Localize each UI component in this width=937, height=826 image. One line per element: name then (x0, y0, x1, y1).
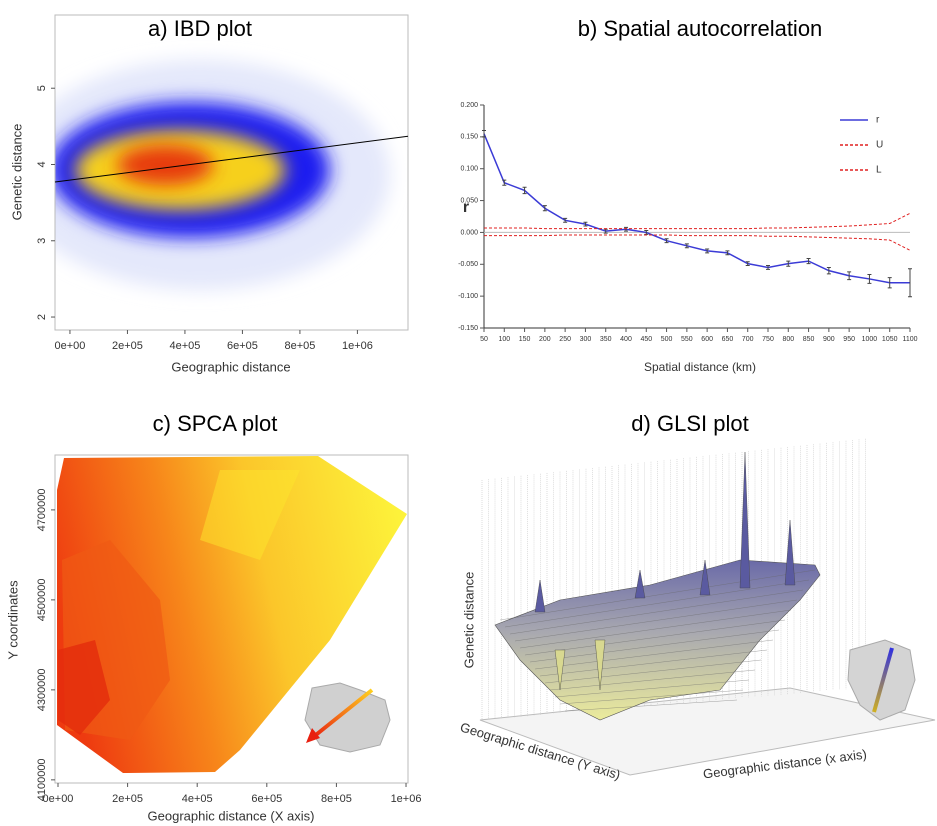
x-tick-label: 700 (742, 336, 754, 343)
x-tick-label: 8e+05 (284, 340, 315, 352)
x-tick-label: 4e+05 (169, 340, 200, 352)
x-tick-label: 4e+05 (182, 793, 213, 805)
y-axis-label: Genetic distance (9, 124, 24, 221)
y-tick-label: 3 (36, 238, 48, 244)
x-tick-label: 2e+05 (112, 793, 143, 805)
x-axis-label: Geographic distance (171, 359, 290, 374)
x-tick-label: 2e+05 (112, 340, 143, 352)
x-tick-label: 500 (661, 336, 673, 343)
legend-label: L (876, 165, 882, 176)
x-tick-label: 100 (498, 336, 510, 343)
y-axis-label: Y coordinates (5, 580, 20, 660)
x-tick-label: 400 (620, 336, 632, 343)
x-tick-label: 6e+05 (227, 340, 258, 352)
density-layer (10, 60, 390, 290)
legend-label: U (876, 140, 883, 151)
x-tick-label: 450 (640, 336, 652, 343)
surface-layer (480, 439, 935, 775)
y-tick-label: 0.150 (460, 134, 478, 141)
x-tick-label: 900 (823, 336, 835, 343)
x-tick-label: 0e+00 (54, 340, 85, 352)
y-tick-label: 2 (36, 314, 48, 320)
figure: a) IBD plot Geographic distance Genetic … (0, 0, 937, 826)
y-tick-label: -0.050 (458, 261, 478, 268)
x-tick-label: 850 (803, 336, 815, 343)
x-tick-label: 1e+06 (391, 793, 422, 805)
panel-title: a) IBD plot (148, 16, 252, 41)
series-line (484, 213, 910, 228)
panel-title: b) Spatial autocorrelation (578, 16, 823, 41)
panel-title: c) SPCA plot (153, 411, 278, 436)
z-axis-label: Genetic distance (461, 572, 476, 669)
x-tick-label: 200 (539, 336, 551, 343)
x-tick-label: 750 (762, 336, 774, 343)
x-tick-label: 800 (782, 336, 794, 343)
contour-layer (57, 456, 407, 773)
x-axis-label: Geographic distance (X axis) (148, 808, 315, 823)
x-tick-label: 350 (600, 336, 612, 343)
y-tick-label: -0.100 (458, 293, 478, 300)
y-tick-label: 4 (36, 161, 48, 167)
x-tick-label: 550 (681, 336, 693, 343)
x-tick-label: 1100 (902, 336, 917, 343)
x-tick-label: 1050 (882, 336, 898, 343)
panel-title: d) GLSI plot (631, 411, 748, 436)
y-tick-label: 0.200 (460, 102, 478, 109)
surface-spike (785, 520, 795, 585)
x-tick-label: 1000 (862, 336, 878, 343)
x-tick-label: 300 (580, 336, 592, 343)
inset-map (305, 683, 390, 752)
y-tick-label: -0.150 (458, 325, 478, 332)
y-tick-label: 4300000 (36, 668, 48, 711)
y-tick-label: 5 (36, 85, 48, 91)
y-tick-label: 0.000 (460, 229, 478, 236)
x-tick-label: 250 (559, 336, 571, 343)
x-tick-label: 600 (701, 336, 713, 343)
x-axis-label: Spatial distance (km) (644, 360, 756, 374)
y-tick-label: 4100000 (36, 758, 48, 801)
x-tick-label: 650 (722, 336, 734, 343)
legend-label: r (876, 115, 880, 126)
y-tick-label: 4500000 (36, 578, 48, 621)
x-tick-label: 50 (480, 336, 488, 343)
x-tick-label: 8e+05 (321, 793, 352, 805)
x-tick-label: 950 (843, 336, 855, 343)
y-tick-label: 4700000 (36, 488, 48, 531)
y-tick-label: 0.050 (460, 197, 478, 204)
x-tick-label: 1e+06 (342, 340, 373, 352)
x-tick-label: 6e+05 (251, 793, 282, 805)
density-peak (117, 145, 213, 185)
series-line (484, 134, 910, 283)
surface-spike (535, 580, 545, 612)
y-tick-label: 0.100 (460, 166, 478, 173)
x-tick-label: 150 (519, 336, 531, 343)
surface-spike (635, 570, 645, 598)
